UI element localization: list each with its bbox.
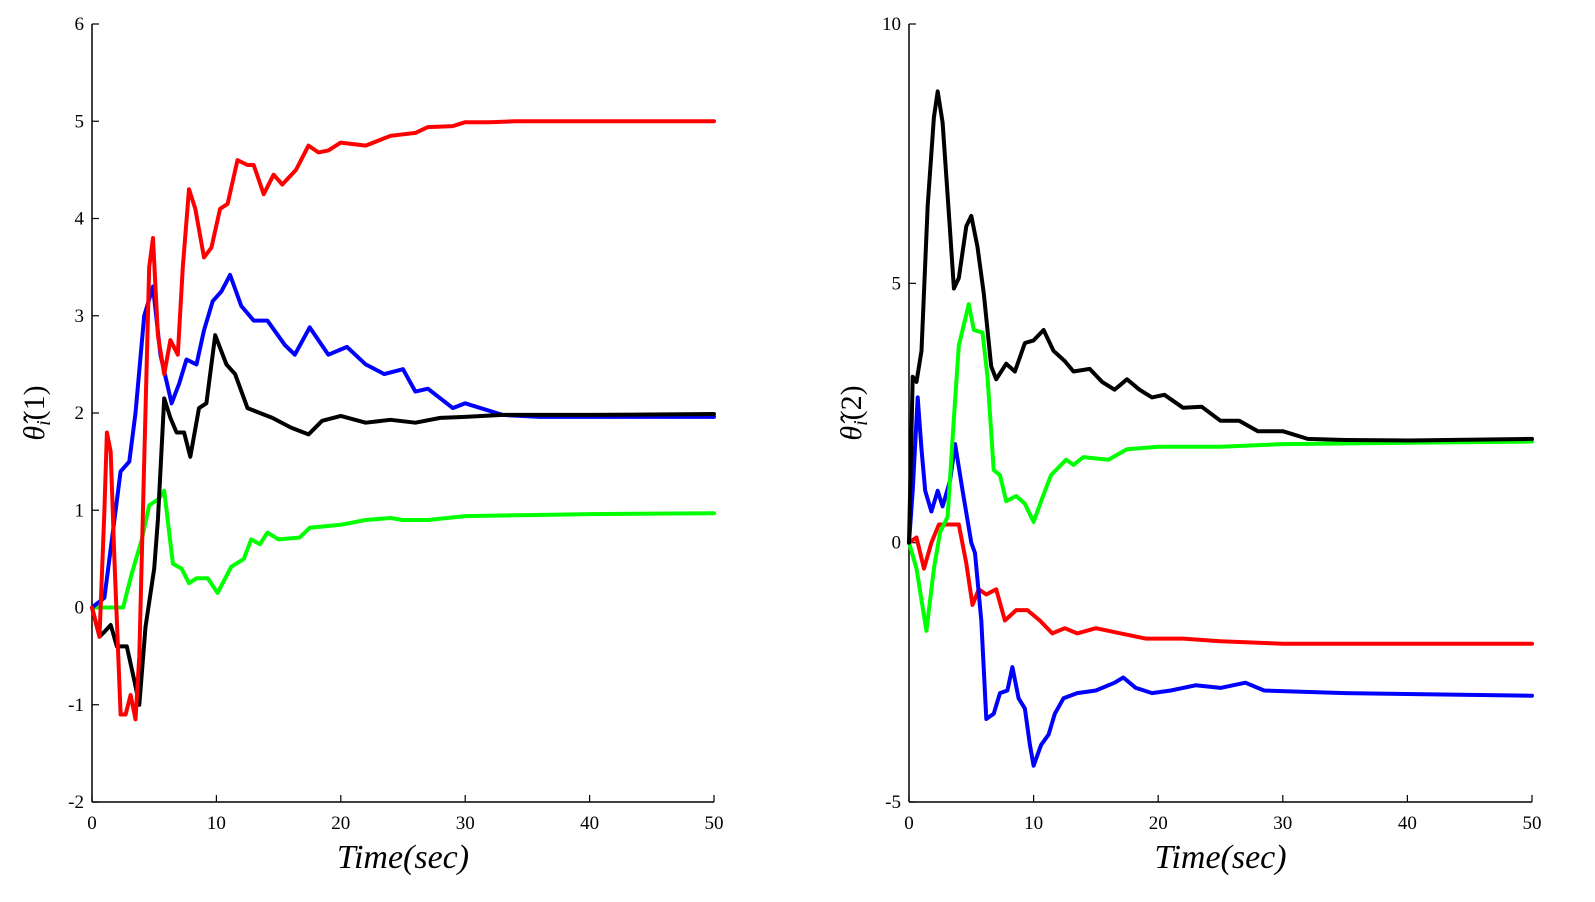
x-tick-label: 10 — [207, 813, 226, 834]
x-tick-label: 0 — [904, 813, 914, 834]
x-axis-label: Time(sec) — [337, 839, 469, 876]
y-tick-label: 3 — [75, 306, 85, 327]
y-tick-label: 6 — [75, 14, 85, 35]
series-line-green — [90, 488, 716, 610]
y-tick-label: 0 — [892, 533, 902, 554]
x-axis-label: Time(sec) — [1154, 839, 1286, 876]
x-tick-label: 30 — [1273, 813, 1292, 834]
y-label-subscript: i — [850, 420, 872, 426]
series-line-blue — [90, 272, 716, 610]
y-tick-label: 5 — [892, 273, 902, 294]
y-tick-label: -1 — [68, 695, 84, 716]
x-tick-label: 30 — [456, 813, 475, 834]
series-line-green — [907, 302, 1534, 633]
x-tick-label: 20 — [331, 813, 350, 834]
x-tick-label: 40 — [580, 813, 599, 834]
x-tick-label: 50 — [705, 813, 724, 834]
series-line-red — [90, 119, 716, 722]
y-tick-label: 4 — [75, 209, 85, 230]
y-axis-label: θ̂i(2) — [835, 385, 872, 440]
series-line-blue — [907, 395, 1534, 768]
chart-1: 0 10 20 30 40 50 -2 -1 0 1 2 3 4 5 6 Time(sec) θ̂i(1) — [18, 14, 724, 876]
series-line-red — [907, 522, 1534, 646]
y-tick-label: 2 — [75, 403, 85, 424]
series-line-black — [90, 333, 716, 707]
y-label-arg: (2) — [835, 385, 868, 420]
y-tick-label: 0 — [75, 598, 85, 619]
y-axis-label: θ̂i(1) — [18, 385, 55, 440]
x-tick-label: 40 — [1398, 813, 1417, 834]
y-tick-label: 1 — [75, 500, 85, 521]
x-tick-label: 50 — [1523, 813, 1542, 834]
y-tick-label: -5 — [885, 792, 901, 813]
y-tick-label: -2 — [68, 792, 84, 813]
y-tick-label: 5 — [75, 111, 85, 132]
series-line-black — [907, 89, 1534, 545]
y-label-subscript: i — [33, 420, 55, 426]
y-tick-label: 10 — [882, 14, 901, 35]
x-tick-label: 0 — [87, 813, 97, 834]
x-tick-label: 10 — [1024, 813, 1043, 834]
x-tick-label: 20 — [1149, 813, 1168, 834]
y-label-arg: (1) — [18, 385, 51, 420]
